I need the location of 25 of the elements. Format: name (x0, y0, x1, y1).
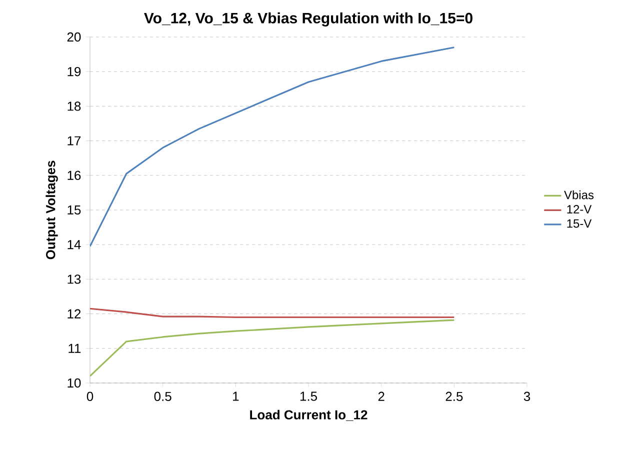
x-tick-label: 2.5 (446, 392, 463, 402)
y-tick-label: 10 (68, 378, 81, 388)
y-tick-label: 11 (68, 344, 81, 353)
x-tick-label: 1.5 (300, 392, 317, 401)
x-tick-label: 2 (378, 392, 384, 401)
y-tick-label: 14 (68, 240, 81, 250)
legend-label: 12-V (567, 205, 592, 214)
y-tick-label: 13 (68, 274, 81, 284)
y-tick-label: 18 (68, 102, 81, 111)
y-axis-title: Output Voltages (46, 160, 58, 260)
x-axis-title: Load Current Io_12 (250, 410, 368, 421)
y-tick-label: 20 (67, 32, 81, 42)
x-tick-label: 0.5 (154, 392, 172, 402)
chart-title: Vo_12, Vo_15 & Vbias Regulation with Io_15=0 (144, 12, 472, 26)
y-tick-label: 17 (68, 136, 81, 146)
y-tick-label: 19 (68, 66, 81, 76)
legend-label: Vbias (564, 190, 594, 200)
legend-label: 15-V (567, 219, 592, 228)
line-series (90, 319, 455, 377)
y-tick-label: 15 (68, 205, 81, 215)
y-tick-label: 12 (68, 309, 81, 318)
x-tick-label: 0 (86, 392, 94, 402)
y-tick-label: 16 (68, 170, 81, 180)
x-tick-label: 3 (524, 392, 530, 402)
x-tick-label: 1 (233, 392, 239, 401)
